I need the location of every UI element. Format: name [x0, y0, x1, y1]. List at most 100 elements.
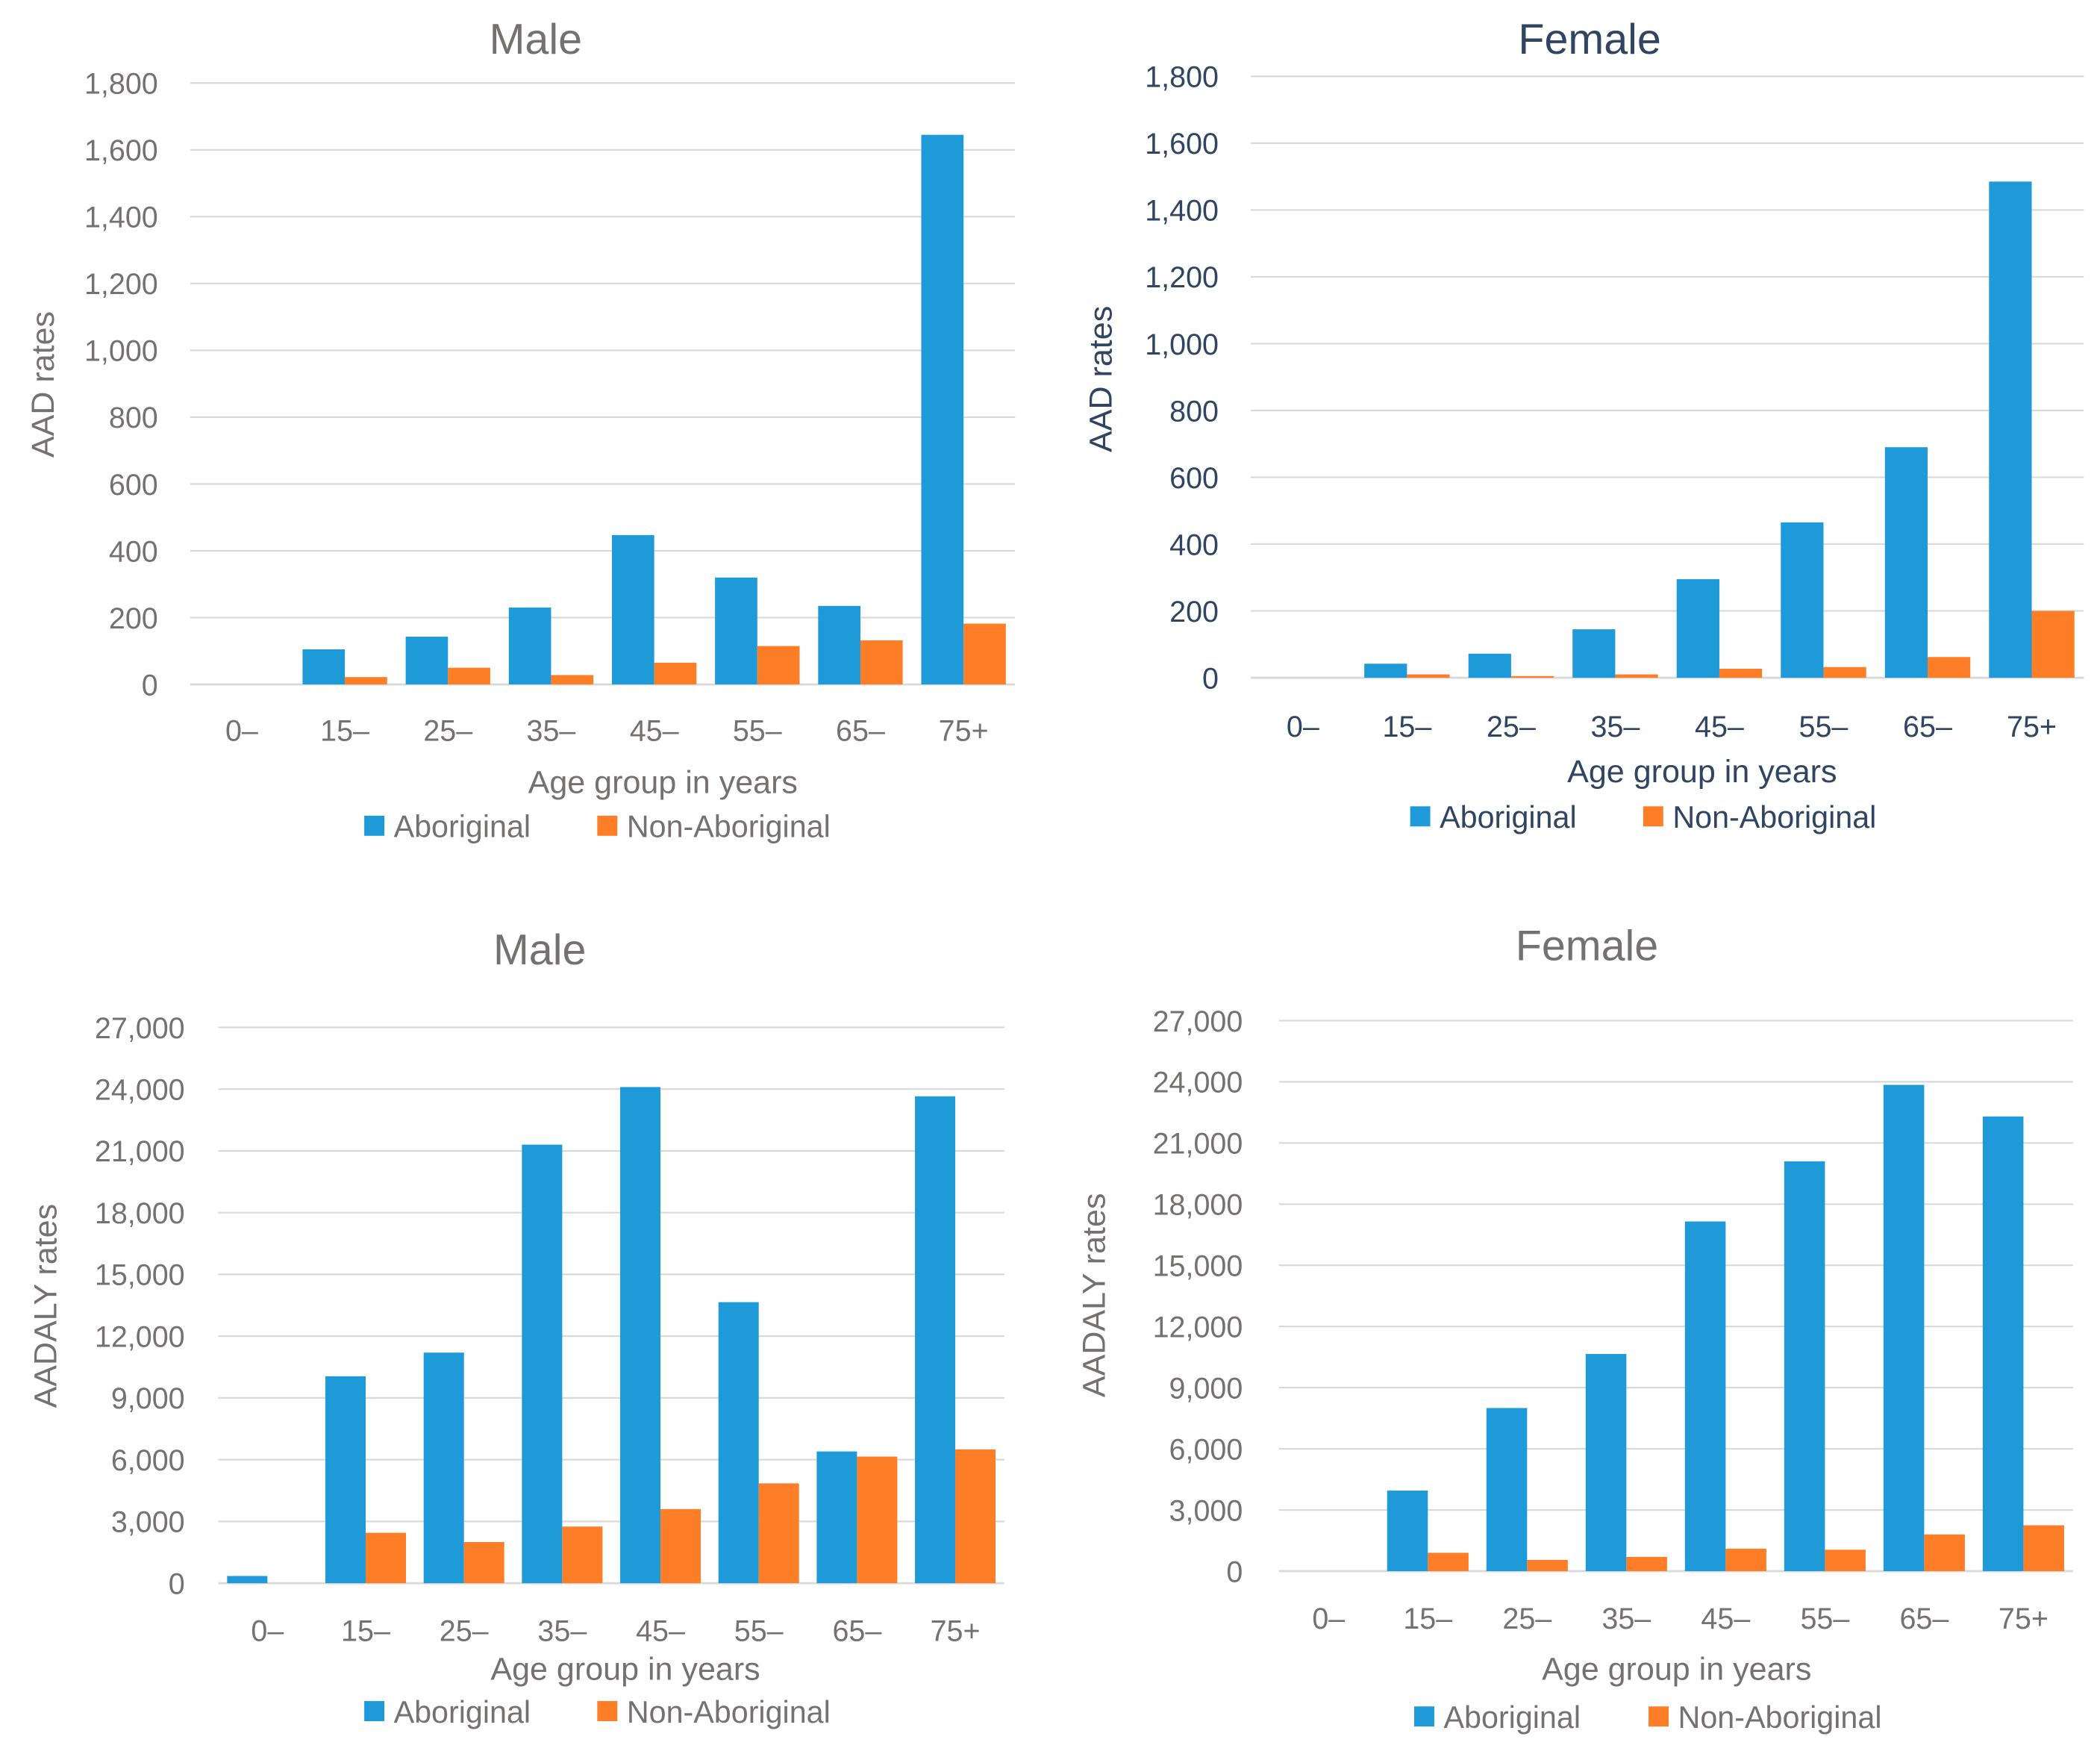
bar-non-aboriginal-1: [1407, 674, 1450, 678]
bar-aboriginal-6: [816, 1451, 857, 1584]
bar-non-aboriginal-2: [1527, 1559, 1568, 1571]
bar-aboriginal-4: [1676, 578, 1719, 678]
bar-aboriginal-6: [1884, 447, 1928, 678]
x-tick-label: 75+: [931, 1614, 981, 1647]
legend-label-aboriginal: Aboriginal: [1440, 800, 1577, 834]
bar-aboriginal-6: [818, 605, 860, 684]
x-tick-label: 0–: [1312, 1603, 1345, 1635]
y-axis-label: AADALY rates: [28, 1204, 63, 1408]
legend-label-non-aboriginal: Non-Aboriginal: [627, 1695, 831, 1729]
y-tick-label: 18,000: [95, 1197, 185, 1230]
bar-aboriginal-1: [325, 1376, 366, 1584]
y-tick-label: 3,000: [1169, 1494, 1243, 1527]
chart-panel-2: Female 0 200 400 600 800 1,000 1,200 1,400 1,600 1…: [1083, 16, 2084, 834]
bar-non-aboriginal-6: [857, 1456, 898, 1584]
x-tick-label: 45–: [636, 1614, 685, 1647]
x-tick-label: 35–: [527, 714, 576, 747]
y-tick-label: 1,400: [1145, 195, 1219, 228]
bar-non-aboriginal-4: [1725, 1548, 1766, 1571]
y-tick-label: 12,000: [95, 1320, 185, 1353]
y-tick-label: 18,000: [1153, 1189, 1243, 1222]
bar-aboriginal-1: [1364, 664, 1407, 678]
x-tick-label: 0–: [225, 714, 258, 747]
bar-aboriginal-2: [1486, 1408, 1528, 1571]
bar-aboriginal-1: [1387, 1491, 1428, 1571]
y-tick-label: 24,000: [1153, 1067, 1243, 1099]
y-tick-label: 400: [109, 535, 158, 568]
chart-title: Male: [493, 926, 586, 974]
x-tick-label: 65–: [1903, 711, 1952, 743]
y-tick-label: 21,000: [1153, 1128, 1243, 1161]
bar-aboriginal-4: [620, 1087, 661, 1584]
bar-non-aboriginal-7: [2031, 611, 2075, 678]
x-tick-label: 25–: [1502, 1603, 1551, 1635]
bar-non-aboriginal-1: [366, 1532, 407, 1584]
legend-swatch-non-aboriginal: [597, 1701, 618, 1721]
y-tick-label: 200: [109, 602, 158, 635]
x-axis-label: Age group in years: [490, 1651, 760, 1687]
bar-aboriginal-7: [1982, 1116, 2024, 1571]
x-tick-label: 45–: [630, 714, 679, 747]
bar-non-aboriginal-2: [448, 667, 490, 684]
bar-non-aboriginal-4: [660, 1508, 701, 1584]
y-axis-label: AAD rates: [25, 311, 61, 458]
x-axis-label: Age group in years: [528, 764, 798, 800]
x-tick-label: 25–: [423, 714, 472, 747]
legend-label-non-aboriginal: Non-Aboriginal: [1678, 1700, 1882, 1735]
x-tick-label: 0–: [251, 1614, 284, 1647]
y-tick-label: 1,600: [1145, 128, 1219, 160]
x-tick-label: 45–: [1701, 1603, 1750, 1635]
y-tick-label: 0: [1202, 662, 1219, 695]
bar-non-aboriginal-3: [551, 675, 594, 684]
bar-non-aboriginal-7: [2023, 1525, 2064, 1571]
y-tick-label: 3,000: [111, 1506, 185, 1539]
bar-non-aboriginal-5: [757, 646, 800, 684]
bar-non-aboriginal-7: [955, 1449, 996, 1584]
bar-aboriginal-3: [508, 608, 551, 684]
x-tick-label: 75+: [939, 714, 989, 747]
chart-title: Female: [1518, 16, 1660, 63]
bar-non-aboriginal-3: [1615, 674, 1658, 678]
chart-panel-1: Male 0 200 400 600 800 1,000 1,200 1,400 1,600 1,8…: [25, 16, 1016, 844]
x-tick-label: 75+: [1999, 1603, 2049, 1635]
bar-non-aboriginal-4: [1719, 668, 1763, 678]
bar-aboriginal-4: [611, 534, 654, 684]
legend-swatch-aboriginal: [364, 815, 385, 836]
bar-aboriginal-3: [1585, 1354, 1627, 1571]
bar-non-aboriginal-7: [963, 623, 1006, 684]
x-tick-label: 15–: [1403, 1603, 1452, 1635]
y-axis-label: AAD rates: [1083, 306, 1119, 452]
legend-swatch-non-aboriginal: [597, 815, 618, 836]
y-axis-label: AADALY rates: [1076, 1193, 1112, 1398]
x-tick-label: 25–: [440, 1614, 489, 1647]
chart-title: Female: [1516, 923, 1658, 970]
bar-non-aboriginal-6: [860, 640, 903, 684]
y-tick-label: 1,600: [84, 134, 158, 167]
x-tick-label: 35–: [1590, 711, 1640, 743]
bar-non-aboriginal-6: [1927, 657, 1971, 678]
bar-aboriginal-1: [302, 649, 346, 684]
bar-non-aboriginal-1: [1428, 1553, 1469, 1571]
bar-aboriginal-3: [522, 1144, 563, 1584]
bar-non-aboriginal-6: [1924, 1534, 1965, 1571]
x-tick-label: 25–: [1487, 711, 1536, 743]
y-tick-label: 0: [1226, 1555, 1243, 1588]
legend-swatch-aboriginal: [364, 1701, 385, 1721]
x-tick-label: 65–: [832, 1614, 881, 1647]
y-tick-label: 0: [142, 669, 158, 702]
bar-aboriginal-2: [405, 636, 449, 684]
legend-swatch-non-aboriginal: [1649, 1706, 1669, 1727]
y-tick-label: 600: [109, 469, 158, 502]
y-tick-label: 27,000: [1153, 1005, 1243, 1038]
y-tick-label: 400: [1169, 528, 1219, 561]
x-axis-label: Age group in years: [1542, 1651, 1811, 1687]
legend-label-non-aboriginal: Non-Aboriginal: [1672, 800, 1876, 834]
bar-aboriginal-5: [1781, 522, 1824, 678]
x-tick-label: 65–: [1899, 1603, 1949, 1635]
bar-non-aboriginal-2: [1510, 675, 1554, 678]
bar-aboriginal-4: [1684, 1221, 1726, 1571]
x-tick-label: 55–: [734, 1614, 784, 1647]
x-axis-label: Age group in years: [1567, 754, 1837, 790]
bar-aboriginal-5: [715, 577, 757, 684]
